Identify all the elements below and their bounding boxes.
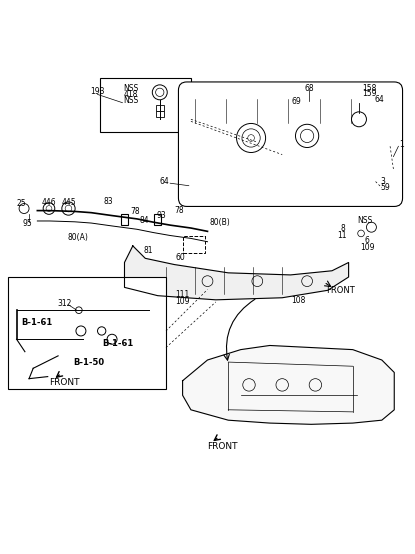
- Text: 108: 108: [292, 296, 306, 305]
- Text: 6: 6: [365, 236, 370, 245]
- Text: 3: 3: [380, 177, 385, 186]
- Text: 68: 68: [304, 84, 314, 93]
- Text: 80(A): 80(A): [68, 233, 88, 242]
- Text: 78: 78: [130, 207, 140, 217]
- Text: 93: 93: [156, 212, 166, 220]
- Bar: [156, 111, 164, 117]
- Text: 445: 445: [61, 198, 76, 207]
- Text: NSS: NSS: [358, 217, 373, 225]
- Text: FRONT: FRONT: [326, 286, 355, 295]
- Bar: [183, 237, 205, 253]
- Text: 11: 11: [338, 231, 347, 240]
- Text: NSS: NSS: [123, 84, 138, 93]
- Text: 59: 59: [380, 183, 390, 192]
- Bar: [100, 78, 191, 132]
- Text: 64: 64: [159, 177, 169, 186]
- Polygon shape: [124, 246, 349, 300]
- Text: 64: 64: [375, 95, 385, 104]
- Text: 69: 69: [292, 98, 302, 106]
- Text: B-1-61: B-1-61: [22, 318, 53, 327]
- Bar: [8, 277, 166, 389]
- Text: 159: 159: [362, 89, 376, 98]
- Text: 111: 111: [176, 290, 190, 299]
- Text: 25: 25: [17, 199, 27, 208]
- Text: 8: 8: [340, 224, 345, 233]
- Text: 109: 109: [360, 243, 374, 252]
- Text: B-1-61: B-1-61: [103, 339, 134, 348]
- Text: FRONT: FRONT: [207, 442, 237, 451]
- Text: NSS: NSS: [123, 96, 138, 105]
- Text: 95: 95: [22, 219, 32, 228]
- FancyBboxPatch shape: [178, 82, 403, 207]
- Polygon shape: [183, 346, 394, 424]
- Text: 78: 78: [174, 206, 184, 215]
- Text: 109: 109: [176, 297, 190, 306]
- Text: 193: 193: [90, 87, 105, 96]
- Text: 312: 312: [57, 299, 71, 307]
- Text: 81: 81: [144, 245, 153, 254]
- Text: 1: 1: [399, 140, 404, 148]
- Bar: [121, 213, 128, 225]
- Text: 418: 418: [124, 90, 138, 99]
- Text: B-1-50: B-1-50: [74, 357, 105, 367]
- Text: 60: 60: [176, 253, 186, 261]
- Text: 446: 446: [42, 198, 56, 207]
- Bar: [154, 213, 161, 225]
- Text: 158: 158: [362, 84, 376, 93]
- Text: 83: 83: [103, 197, 113, 206]
- Bar: [156, 105, 164, 111]
- Text: 84: 84: [139, 217, 149, 225]
- Text: FRONT: FRONT: [49, 378, 80, 387]
- Text: 80(B): 80(B): [210, 218, 230, 227]
